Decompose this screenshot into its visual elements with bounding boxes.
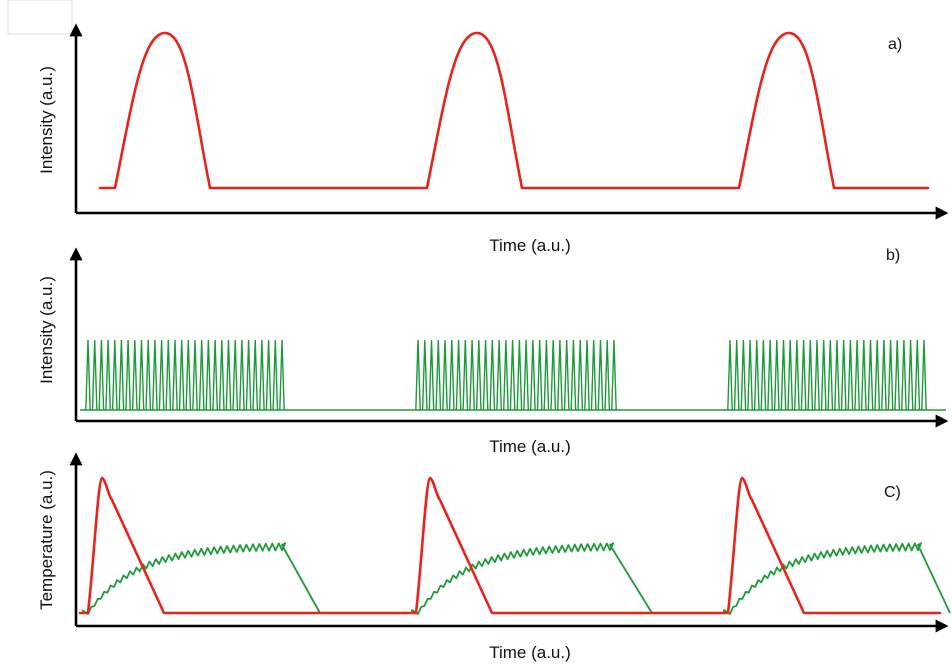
panel-c-tag: C) xyxy=(884,484,901,501)
panel-b-ylabel: Intensity (a.u.) xyxy=(37,276,56,384)
panel-c-cw-temperature-curve xyxy=(78,476,942,615)
pulse-train xyxy=(415,339,617,411)
panel-a: Intensity (a.u.) Time (a.u.) a) xyxy=(37,23,949,255)
panel-a-ylabel: Intensity (a.u.) xyxy=(37,66,56,174)
panel-c-xlabel: Time (a.u.) xyxy=(489,643,571,662)
panel-c: Temperature (a.u.) Time (a.u.) C) xyxy=(37,452,951,662)
pulse-train xyxy=(85,339,285,411)
panel-a-xlabel: Time (a.u.) xyxy=(489,236,571,255)
corner-tab xyxy=(7,0,73,35)
panel-b-tag: b) xyxy=(886,247,900,264)
panel-b-pulse-trains xyxy=(85,339,927,411)
panel-b: Intensity (a.u.) Time (a.u.) b) xyxy=(37,247,949,456)
panel-c-pulsed-temperature-curve xyxy=(81,542,951,615)
panel-b-xlabel: Time (a.u.) xyxy=(489,437,571,456)
pulse-train xyxy=(727,339,927,411)
panel-a-intensity-curve xyxy=(98,31,930,190)
panel-c-ylabel: Temperature (a.u.) xyxy=(37,470,56,610)
panel-a-tag: a) xyxy=(888,36,902,53)
